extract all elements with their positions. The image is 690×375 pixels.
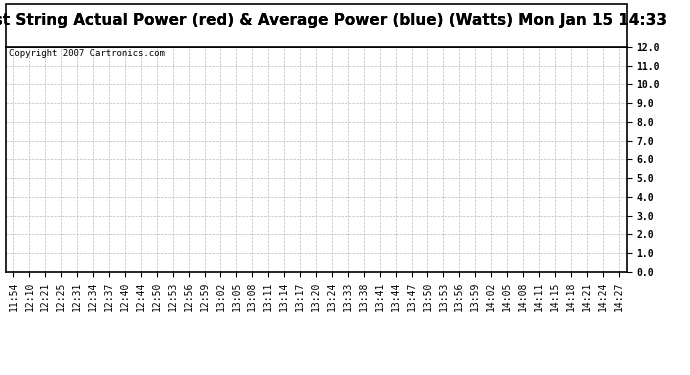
Text: Copyright 2007 Cartronics.com: Copyright 2007 Cartronics.com <box>8 49 164 58</box>
Text: West String Actual Power (red) & Average Power (blue) (Watts) Mon Jan 15 14:33: West String Actual Power (red) & Average… <box>0 13 667 28</box>
Text: West String Actual Power (red) & Average Power (blue) (Watts) Mon Jan 15 14:33: West String Actual Power (red) & Average… <box>0 13 667 28</box>
